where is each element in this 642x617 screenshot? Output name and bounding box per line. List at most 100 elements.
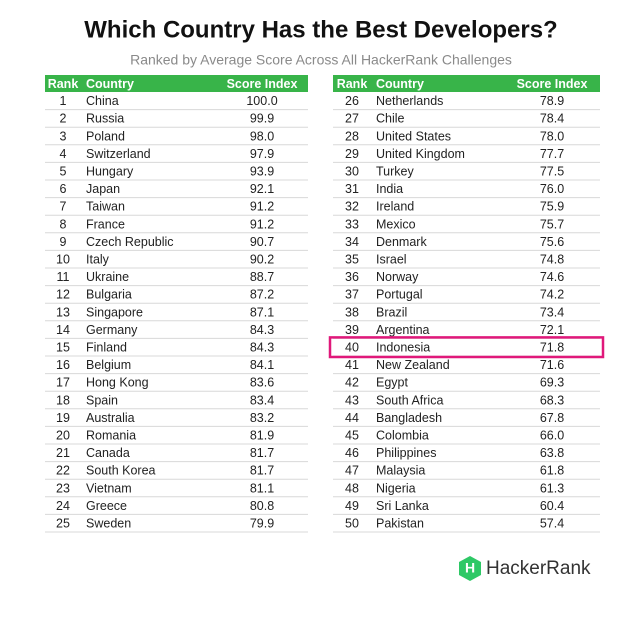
table-cell: Russia (86, 112, 124, 126)
table-cell: Turkey (376, 164, 414, 178)
table-cell: 26 (345, 94, 359, 108)
header-cell: Rank (48, 77, 79, 91)
header-cell: Country (86, 77, 134, 91)
table-cell: 97.9 (250, 147, 274, 161)
table-cell: Vietnam (86, 481, 132, 495)
table-cell: Czech Republic (86, 235, 174, 249)
table-cell: 87.1 (250, 305, 274, 319)
table-cell: 2 (60, 112, 67, 126)
table-cell: 28 (345, 129, 359, 143)
header-cell: Score Index (517, 77, 588, 91)
table-cell: United States (376, 129, 451, 143)
table-cell: 21 (56, 446, 70, 460)
table-cell: Pakistan (376, 516, 424, 530)
table-cell: 49 (345, 499, 359, 513)
table-cell: 76.0 (540, 182, 564, 196)
table-cell: Netherlands (376, 94, 443, 108)
table-cell: 78.0 (540, 129, 564, 143)
logo-hexagon (459, 556, 481, 581)
table-cell: Hong Kong (86, 376, 149, 390)
table-cell: Hungary (86, 164, 134, 178)
table-cell: 7 (60, 200, 67, 214)
table-cell: Belgium (86, 358, 131, 372)
table-cell: 23 (56, 481, 70, 495)
table-cell: 75.6 (540, 235, 564, 249)
logo-icon: H (465, 560, 475, 576)
table-cell: 83.4 (250, 393, 274, 407)
table-cell: Romania (86, 428, 136, 442)
table-cell: 78.4 (540, 112, 564, 126)
table-cell: 36 (345, 270, 359, 284)
table-cell: 50 (345, 516, 359, 530)
table-cell: Israel (376, 252, 407, 266)
table-cell: 18 (56, 393, 70, 407)
table-cell: 67.8 (540, 411, 564, 425)
table-cell: 79.9 (250, 516, 274, 530)
table-cell: 8 (60, 217, 67, 231)
table-cell: 12 (56, 288, 70, 302)
table-cell: Mexico (376, 217, 416, 231)
table-cell: 25 (56, 516, 70, 530)
table-cell: 27 (345, 112, 359, 126)
table-cell: Bulgaria (86, 288, 132, 302)
table-cell: 61.3 (540, 481, 564, 495)
table-cell: India (376, 182, 403, 196)
table-cell: 72.1 (540, 323, 564, 337)
table-cell: 71.8 (540, 340, 564, 354)
table-cell: South Korea (86, 464, 156, 478)
table-cell: Sweden (86, 516, 131, 530)
header-cell: Score Index (227, 77, 298, 91)
table-cell: Brazil (376, 305, 407, 319)
table-cell: 41 (345, 358, 359, 372)
table-cell: 81.7 (250, 464, 274, 478)
table-cell: 48 (345, 481, 359, 495)
table-cell: United Kingdom (376, 147, 465, 161)
table-cell: 92.1 (250, 182, 274, 196)
table-cell: 78.9 (540, 94, 564, 108)
table-cell: 57.4 (540, 516, 564, 530)
table-cell: Portugal (376, 288, 423, 302)
table-cell: 44 (345, 411, 359, 425)
table-cell: Taiwan (86, 200, 125, 214)
table-cell: 81.1 (250, 481, 274, 495)
table-cell: 39 (345, 323, 359, 337)
table-cell: 16 (56, 358, 70, 372)
table-cell: 29 (345, 147, 359, 161)
title: Which Country Has the Best Developers? (84, 16, 557, 43)
table-cell: 74.2 (540, 288, 564, 302)
table-cell: 46 (345, 446, 359, 460)
table-cell: 14 (56, 323, 70, 337)
table-cell: 13 (56, 305, 70, 319)
logo: H HackerRank (459, 556, 591, 581)
table-cell: Italy (86, 252, 110, 266)
table-cell: 88.7 (250, 270, 274, 284)
logo-text: HackerRank (486, 558, 591, 579)
table-cell: 84.1 (250, 358, 274, 372)
table-cell: 91.2 (250, 200, 274, 214)
table-cell: 81.7 (250, 446, 274, 460)
subtitle: Ranked by Average Score Across All Hacke… (130, 52, 512, 68)
table-cell: 42 (345, 376, 359, 390)
table-cell: 33 (345, 217, 359, 231)
table-cell: 19 (56, 411, 70, 425)
table-cell: 80.8 (250, 499, 274, 513)
table-cell: Greece (86, 499, 127, 513)
table-cell: 75.7 (540, 217, 564, 231)
table-cell: 43 (345, 393, 359, 407)
table-cell: Poland (86, 129, 125, 143)
table-cell: Argentina (376, 323, 430, 337)
table-cell: Canada (86, 446, 130, 460)
table-cell: 45 (345, 428, 359, 442)
table-cell: 24 (56, 499, 70, 513)
table-cell: 77.7 (540, 147, 564, 161)
table-cell: 4 (60, 147, 67, 161)
table-header (45, 75, 308, 92)
table-cell: 61.8 (540, 464, 564, 478)
highlight-box (328, 336, 605, 359)
table-cell: 93.9 (250, 164, 274, 178)
table-cell: Nigeria (376, 481, 416, 495)
table-cell: 20 (56, 428, 70, 442)
table-cell: 1 (60, 94, 67, 108)
table-cell: 66.0 (540, 428, 564, 442)
